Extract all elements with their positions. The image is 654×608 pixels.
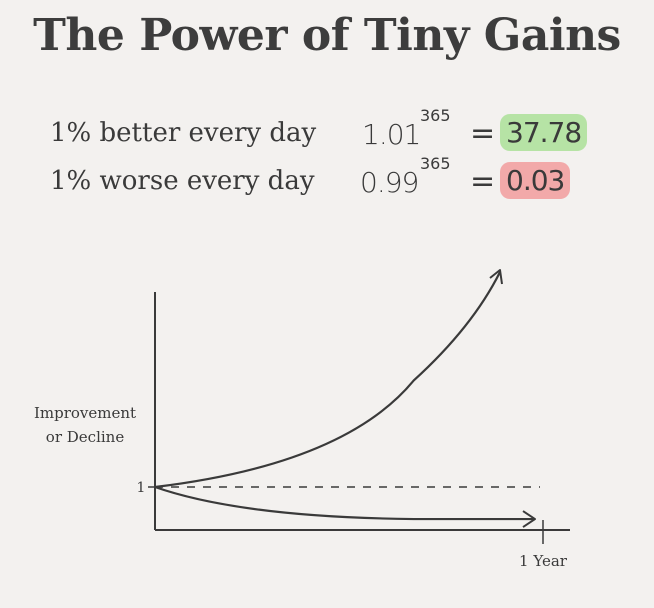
- equals-sign: =: [470, 164, 496, 199]
- decline-curve: [154, 485, 535, 521]
- growth-curve: [154, 271, 501, 489]
- y-axis-label-line-1: Improvement: [34, 404, 136, 422]
- equation-base: 0.99: [360, 166, 419, 199]
- y-axis-label-line-2: or Decline: [46, 428, 125, 446]
- x-tick-label: 1 Year: [519, 552, 568, 570]
- equation-exponent: 365: [420, 154, 451, 173]
- equation-base: 1.01: [362, 118, 421, 151]
- equals-sign: =: [470, 116, 496, 151]
- equation-label: 1% worse every day: [50, 166, 315, 196]
- equation-worse: 1% worse every day 0.99 365 = 0.03: [50, 154, 650, 204]
- result-badge-worse: 0.03: [500, 162, 571, 199]
- result-badge-better: 37.78: [500, 114, 588, 151]
- y-tick-label: 1: [137, 480, 146, 496]
- growth-arrowhead: [489, 269, 503, 285]
- decline-arrowhead: [522, 510, 536, 528]
- equation-label: 1% better every day: [50, 118, 317, 148]
- equation-exponent: 365: [420, 106, 451, 125]
- equation-better: 1% better every day 1.01 365 = 37.78: [50, 106, 650, 156]
- page-title: The Power of Tiny Gains: [33, 10, 621, 61]
